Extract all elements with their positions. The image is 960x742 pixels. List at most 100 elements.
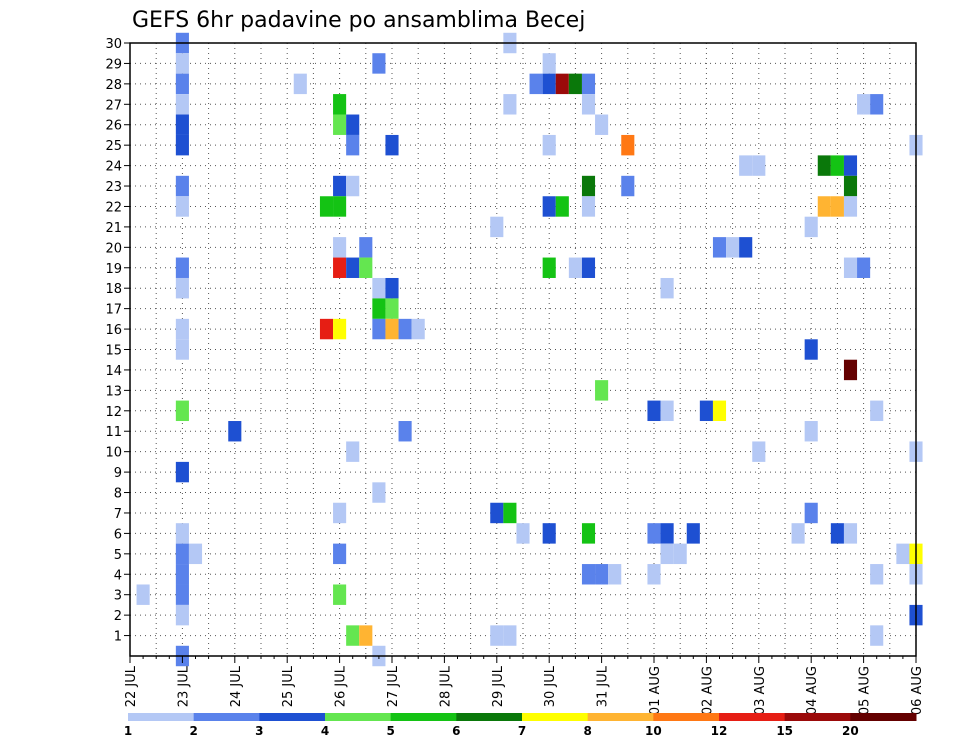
x-tick-label: 03 AUG [753,666,768,715]
data-cell [333,196,347,217]
data-cell [647,564,661,585]
x-tick-label: 31 JUL [596,665,611,707]
data-cell [791,523,805,544]
data-cell [385,134,399,156]
colorbar-swatch [587,713,654,721]
data-cell [188,543,203,565]
y-tick-label: 13 [105,384,122,399]
x-tick-label: 26 JUL [334,665,349,707]
x-tick-label: 01 AUG [648,666,663,715]
x-tick-label: 02 AUG [700,666,715,715]
data-cell [372,277,386,299]
data-cell [175,523,189,544]
data-cell [647,523,661,544]
data-cell [712,400,727,422]
y-tick-label: 14 [105,364,122,379]
data-cell [333,584,347,605]
data-cell [503,625,517,646]
data-cell [228,421,242,442]
data-cell [346,114,360,135]
data-cell [175,339,189,360]
data-cell [739,237,753,258]
data-cell [175,257,189,278]
data-cell [372,53,386,74]
data-cell [568,257,582,278]
y-tick-label: 16 [105,323,122,338]
data-cell [817,155,831,176]
data-cell [660,400,674,422]
colorbar-label: 4 [321,724,329,738]
data-cell [175,318,189,340]
data-cell [542,53,556,74]
colorbar-label: 8 [583,724,591,738]
colorbar-swatch [128,713,195,721]
y-tick-label: 17 [105,303,122,318]
x-tick-label: 25 JUL [281,665,296,707]
x-tick-label: 27 JUL [386,665,401,707]
data-cell [542,73,556,95]
y-tick-label: 22 [105,200,122,215]
data-cell [608,564,622,585]
colorbar-label: 2 [189,724,197,738]
y-tick-label: 28 [105,78,122,93]
colorbar-label: 15 [776,724,793,738]
data-cell [372,298,386,319]
data-cell [175,564,189,585]
data-cell [726,237,740,258]
colorbar-swatch [850,713,917,721]
data-cell [333,237,347,258]
data-cell [372,482,386,503]
data-cell [804,339,818,360]
data-cell [712,237,727,258]
x-tick-label: 22 JUL [124,665,139,707]
data-cell [804,502,818,524]
data-cell [555,73,569,95]
y-tick-label: 3 [114,589,122,604]
data-cell [542,257,556,278]
data-cell [843,359,858,381]
data-cell [175,461,189,483]
y-tick-label: 8 [114,487,122,502]
data-cell [333,257,347,278]
x-tick-label: 29 JUL [491,665,506,707]
data-cell [595,564,609,585]
data-cell [621,134,635,156]
data-cell [175,196,189,217]
colorbar-swatch [259,713,326,721]
colorbar-label: 20 [842,724,859,738]
data-cell [581,196,596,217]
data-cell [896,543,910,565]
data-cell [333,318,347,340]
data-cell [830,196,844,217]
data-cell [581,175,596,197]
data-cell [581,523,596,544]
data-cell [175,400,189,422]
data-cell [175,114,189,135]
data-cell [857,94,871,115]
data-cell [385,277,399,299]
colorbar-swatch [522,713,589,721]
colorbar-label: 6 [452,724,460,738]
y-tick-label: 30 [105,37,122,52]
grid-lines [130,43,916,656]
data-cell [175,604,189,626]
colorbar-label: 1 [124,724,132,738]
data-cell [516,523,530,544]
y-tick-label: 11 [105,425,122,440]
data-cell [346,441,360,462]
data-cell [804,216,818,238]
y-tick-label: 9 [114,466,122,481]
data-cell [346,134,360,156]
data-cell [385,298,399,319]
data-cell [595,380,609,401]
y-tick-label: 21 [105,221,122,236]
y-tick-label: 19 [105,262,122,277]
y-tick-label: 24 [105,160,122,175]
data-cell [346,175,360,197]
y-tick-label: 1 [114,630,122,645]
y-tick-label: 15 [105,344,122,359]
data-cell [319,318,334,340]
data-cell [843,523,858,544]
data-cell [857,257,871,278]
colorbar-swatch [784,713,851,721]
